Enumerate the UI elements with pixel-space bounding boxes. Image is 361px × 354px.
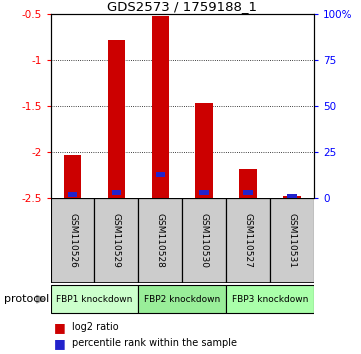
Bar [51, 285, 138, 314]
Bar [112, 190, 121, 195]
Text: percentile rank within the sample: percentile rank within the sample [72, 338, 237, 348]
Bar [243, 190, 253, 195]
Bar [68, 192, 77, 197]
Text: GSM110528: GSM110528 [156, 213, 165, 268]
Text: GSM110529: GSM110529 [112, 213, 121, 268]
Bar [226, 198, 270, 283]
Bar [51, 198, 95, 283]
Bar [287, 194, 297, 199]
Text: GSM110527: GSM110527 [244, 213, 253, 268]
Bar [138, 285, 226, 314]
Bar [239, 169, 257, 198]
Bar [199, 190, 209, 195]
Bar [270, 198, 314, 283]
Text: log2 ratio: log2 ratio [72, 322, 119, 332]
Text: GSM110531: GSM110531 [288, 213, 297, 268]
Text: protocol: protocol [4, 294, 49, 304]
Bar [152, 16, 169, 198]
Text: FBP1 knockdown: FBP1 knockdown [56, 295, 132, 304]
Bar [182, 198, 226, 283]
Bar [108, 40, 125, 198]
Text: ■: ■ [54, 321, 66, 334]
Bar [156, 172, 165, 177]
Bar [95, 198, 138, 283]
Text: FBP3 knockdown: FBP3 knockdown [232, 295, 308, 304]
Text: GSM110526: GSM110526 [68, 213, 77, 268]
Bar [138, 198, 182, 283]
Text: FBP2 knockdown: FBP2 knockdown [144, 295, 221, 304]
Bar [64, 155, 81, 198]
Title: GDS2573 / 1759188_1: GDS2573 / 1759188_1 [107, 0, 257, 13]
Bar [226, 285, 314, 314]
Bar [195, 103, 213, 198]
Text: ■: ■ [54, 337, 66, 350]
Text: GSM110530: GSM110530 [200, 213, 209, 268]
Bar [283, 196, 301, 198]
